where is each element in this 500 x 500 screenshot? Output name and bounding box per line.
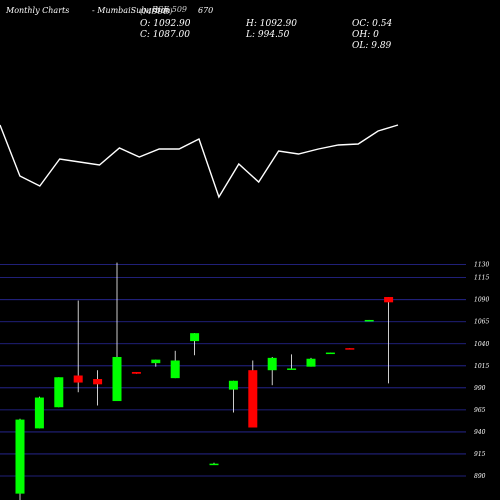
y-tick-label: 1115: [474, 275, 489, 282]
candle-body: [190, 333, 200, 342]
high-value: H: 1092.90: [246, 19, 297, 29]
candle-body: [15, 419, 25, 494]
candle-body: [93, 379, 103, 385]
symbol-code: BSE 509: [152, 5, 188, 14]
y-tick-label: 1090: [474, 297, 489, 304]
symbol-extra: 670: [198, 6, 214, 15]
candle-body: [345, 348, 355, 350]
y-tick-label: 940: [474, 429, 486, 436]
oh-value: OH: 0: [352, 30, 379, 40]
candle-body: [364, 319, 374, 322]
chart-title: Monthly Charts: [6, 6, 70, 15]
candle-body: [170, 360, 180, 379]
candle-body: [209, 463, 219, 466]
y-axis-ticks: 890 915 940 965 990 1015 1040 1065 1090 1115 1130: [474, 261, 489, 480]
y-tick-label: 915: [474, 451, 486, 458]
y-tick-label: 990: [474, 385, 486, 392]
candle-body: [325, 352, 335, 355]
symbol-code-overlay: (MSUB): [140, 7, 173, 16]
candle-body: [384, 297, 394, 303]
ol-value: OL: 9.89: [352, 41, 392, 51]
candle-body: [248, 370, 258, 428]
candle-body: [131, 371, 141, 374]
open-value: O: 1092.90: [140, 19, 191, 29]
candle-body: [306, 358, 316, 367]
y-tick-label: 1130: [474, 261, 489, 268]
y-tick-label: 1015: [474, 363, 489, 370]
oc-value: OC: 0.54: [352, 19, 393, 29]
low-value: L: 994.50: [246, 30, 290, 40]
symbol-name: - MumbaiSuburban: [92, 6, 171, 15]
candle-body: [73, 375, 83, 383]
candle-body: [151, 359, 161, 364]
y-tick-label: 965: [474, 407, 486, 414]
close-value: C: 1087.00: [140, 30, 190, 40]
candle-body: [34, 397, 44, 429]
overlay-line: [0, 124, 399, 199]
y-tick-label: 1065: [474, 319, 489, 326]
candle-body: [228, 380, 238, 390]
grid-lines: [0, 264, 466, 477]
candle-body: [287, 368, 297, 370]
candle-body: [267, 357, 277, 371]
candle-body: [54, 377, 64, 408]
y-tick-label: 1040: [474, 341, 489, 348]
candlesticks: [15, 262, 394, 500]
y-tick-label: 890: [474, 473, 486, 480]
candle-body: [112, 356, 122, 402]
